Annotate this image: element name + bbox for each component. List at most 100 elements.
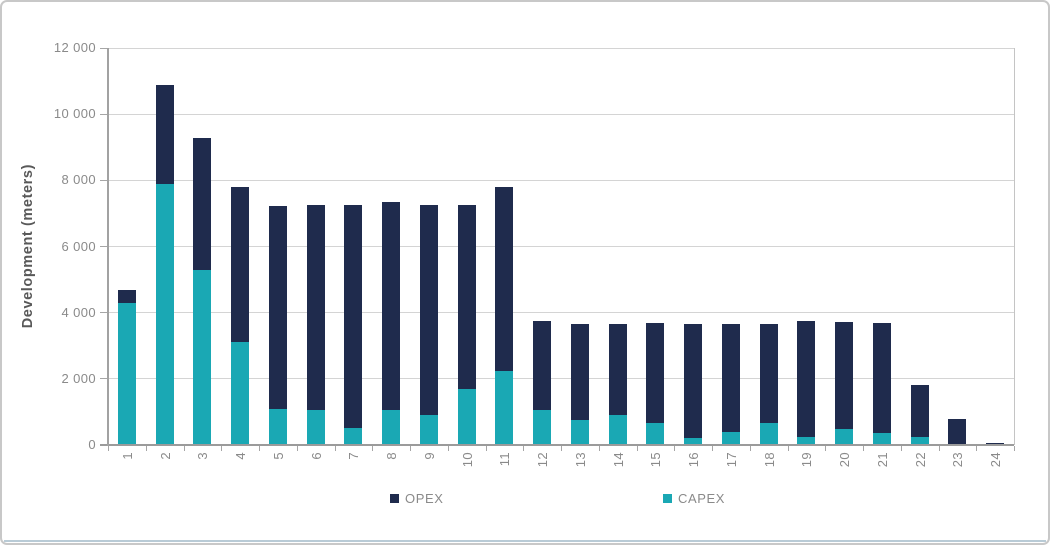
y-tick-8000 — [100, 179, 108, 181]
legend-item-capex: CAPEX — [663, 491, 725, 506]
x-tick-label-19: 19 — [797, 452, 815, 482]
x-tick-label-2: 2 — [156, 452, 174, 482]
x-tick-label-text: 19 — [798, 452, 814, 468]
bar-capex-11 — [495, 371, 513, 445]
x-tick — [901, 446, 902, 451]
legend: OPEX CAPEX — [2, 487, 1048, 511]
x-tick-label-text: 7 — [345, 452, 361, 460]
x-tick — [712, 446, 713, 451]
bar-capex-2 — [156, 184, 174, 445]
bar-opex-13 — [571, 324, 589, 420]
x-tick-label-11: 11 — [495, 452, 513, 482]
x-tick — [221, 446, 222, 451]
capex-swatch-icon — [663, 494, 672, 503]
x-tick-label-9: 9 — [420, 452, 438, 482]
bar-capex-10 — [458, 389, 476, 445]
x-tick-label-text: 10 — [459, 452, 475, 468]
x-tick — [976, 446, 977, 451]
bar-opex-9 — [420, 205, 438, 415]
y-tick-label: 6 000 — [61, 238, 96, 254]
x-tick-label-24: 24 — [986, 452, 1004, 482]
bar-capex-4 — [231, 342, 249, 445]
bar-capex-21 — [873, 433, 891, 445]
x-tick-label-15: 15 — [646, 452, 664, 482]
bar-capex-9 — [420, 415, 438, 445]
x-tick — [184, 446, 185, 451]
x-tick — [448, 446, 449, 451]
bar-capex-8 — [382, 410, 400, 445]
bar-capex-22 — [911, 437, 929, 445]
bar-opex-5 — [269, 206, 287, 409]
bar-opex-11 — [495, 187, 513, 371]
bottom-accent-line — [4, 540, 1046, 542]
x-tick-label-text: 8 — [383, 452, 399, 460]
legend-label-opex: OPEX — [405, 491, 444, 506]
bar-opex-22 — [911, 385, 929, 437]
x-tick-label-text: 3 — [194, 452, 210, 460]
bar-capex-19 — [797, 437, 815, 445]
x-tick-label-18: 18 — [760, 452, 778, 482]
x-tick-label-text: 5 — [270, 452, 286, 460]
x-tick-label-3: 3 — [193, 452, 211, 482]
bar-opex-18 — [760, 324, 778, 423]
x-tick-label-14: 14 — [609, 452, 627, 482]
x-tick — [825, 446, 826, 451]
gridline-10000 — [108, 113, 1014, 115]
x-tick — [372, 446, 373, 451]
bar-opex-7 — [344, 205, 362, 428]
x-tick-label-12: 12 — [533, 452, 551, 482]
x-tick-label-22: 22 — [911, 452, 929, 482]
y-tick-12000 — [100, 47, 108, 49]
bar-capex-20 — [835, 429, 853, 445]
x-tick-label-text: 17 — [723, 452, 739, 468]
y-tick-label: 10 000 — [53, 106, 96, 122]
x-tick — [146, 446, 147, 451]
opex-swatch-icon — [390, 494, 399, 503]
bar-capex-6 — [307, 410, 325, 445]
bar-capex-14 — [609, 415, 627, 445]
bar-capex-3 — [193, 270, 211, 445]
y-tick-6000 — [100, 246, 108, 247]
x-tick — [259, 446, 260, 451]
x-tick-label-text: 18 — [761, 452, 777, 468]
y-tick-4000 — [100, 312, 108, 314]
plot-right-border — [1014, 48, 1015, 445]
y-tick-label: 8 000 — [61, 172, 96, 188]
gridline-12000 — [108, 47, 1014, 49]
bar-opex-12 — [533, 321, 551, 410]
x-tick — [599, 446, 600, 451]
x-tick-label-text: 13 — [572, 452, 588, 468]
y-tick-label: 4 000 — [61, 304, 96, 320]
bar-capex-16 — [684, 438, 702, 445]
x-tick-label-text: 24 — [987, 452, 1003, 468]
y-axis-line — [107, 48, 109, 446]
x-tick-label-text: 20 — [836, 452, 852, 468]
x-tick — [788, 446, 789, 451]
x-tick — [1014, 446, 1015, 451]
x-tick — [108, 446, 109, 451]
gridline-6000 — [108, 246, 1014, 247]
y-tick-label: 2 000 — [61, 370, 96, 386]
x-tick-label-text: 14 — [610, 452, 626, 468]
x-tick-label-1: 1 — [118, 452, 136, 482]
x-tick-label-text: 12 — [534, 452, 550, 468]
bar-opex-17 — [722, 324, 740, 432]
x-tick-label-text: 9 — [421, 452, 437, 460]
bar-opex-3 — [193, 138, 211, 270]
x-axis-line — [100, 444, 1014, 446]
bar-capex-13 — [571, 420, 589, 445]
gridline-2000 — [108, 378, 1014, 380]
bar-capex-15 — [646, 423, 664, 445]
gridline-4000 — [108, 312, 1014, 314]
y-tick-2000 — [100, 378, 108, 380]
x-tick — [674, 446, 675, 451]
x-tick-label-21: 21 — [873, 452, 891, 482]
gridline-8000 — [108, 179, 1014, 181]
x-tick-label-text: 11 — [496, 452, 512, 467]
x-tick-label-4: 4 — [231, 452, 249, 482]
x-tick-label-5: 5 — [269, 452, 287, 482]
bar-capex-5 — [269, 409, 287, 445]
bar-opex-10 — [458, 205, 476, 389]
x-tick-label-text: 16 — [685, 452, 701, 468]
